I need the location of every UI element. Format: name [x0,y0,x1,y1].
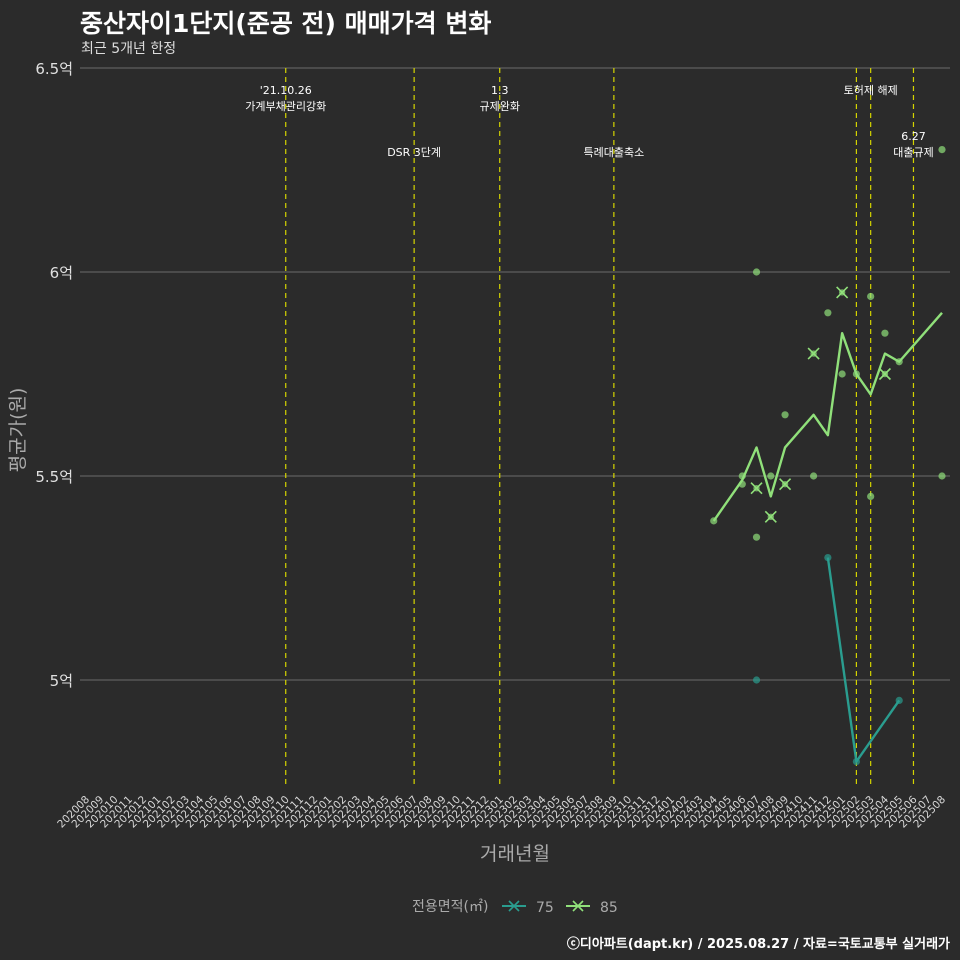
data-point-85 [881,370,889,378]
y-tick-label: 5억 [50,672,73,690]
event-label: 토허제 해제 [844,83,898,97]
data-point-85 [938,472,946,480]
event-label: 특례대출축소 [583,146,644,159]
data-point-85 [895,358,903,366]
data-point-85 [710,517,718,525]
event-label: '21.10.26 [260,84,312,97]
data-point-85 [881,329,889,337]
data-point-85 [767,472,775,480]
event-label: 6.27 [901,130,926,143]
event-label: 대출규제 [893,146,933,159]
data-point-85 [781,480,789,488]
event-label: DSR 3단계 [387,146,441,159]
source-caption: ⓒ디아파트(dapt.kr) / 2025.08.27 / 자료=국토교통부 실… [566,937,950,952]
data-point-85 [852,370,861,378]
series-line-75 [826,557,901,763]
legend-label-75: 75 [536,900,554,916]
event-label: 1.3 [491,84,509,97]
chart-title: 중산자이1단지(준공 전) 매매가격 변화 [80,9,492,38]
data-point-75 [752,676,761,684]
data-point-85 [867,292,875,301]
data-point-85 [838,370,846,378]
legend-title: 전용면적(㎡) [412,899,488,915]
data-point-85 [753,485,760,492]
data-point-85 [752,268,761,276]
data-point-85 [738,480,746,488]
y-tick-label: 6.5억 [35,60,73,78]
data-point-85 [867,492,875,500]
data-point-75 [824,554,832,562]
data-point-85 [810,350,817,357]
data-point-85 [838,289,846,296]
event-label: 가계부채관리강화 [245,100,326,113]
data-point-85 [810,472,818,480]
data-point-85 [738,472,746,480]
chart-subtitle: 최근 5개년 한정 [81,41,177,57]
event-label: 규제완화 [479,100,519,113]
data-point-85 [781,411,789,419]
series-line-85 [712,312,943,522]
y-tick-label: 5.5억 [35,468,73,486]
data-point-85 [938,146,946,154]
data-point-75 [895,696,903,705]
x-axis-title: 거래년월 [480,843,550,865]
legend-key-cross-85 [572,900,584,912]
y-tick-label: 6억 [50,264,73,282]
y-axis-title: 평균가(원) [7,388,29,473]
legend-key-cross-75 [508,900,520,912]
data-point-85 [752,533,761,541]
data-point-85 [824,309,832,317]
data-point-85 [767,513,774,520]
legend-label-85: 85 [600,900,618,916]
data-point-75 [852,758,861,766]
